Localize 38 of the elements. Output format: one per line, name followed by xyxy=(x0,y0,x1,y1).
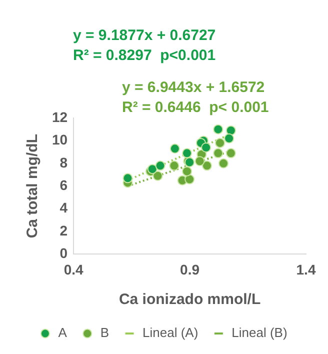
point xyxy=(182,166,192,176)
point xyxy=(215,138,225,148)
point xyxy=(170,144,180,154)
point xyxy=(152,170,163,181)
point xyxy=(194,156,205,166)
y-tick-label: 10 xyxy=(52,132,68,148)
legend-label: A xyxy=(58,325,68,340)
y-tick-label: 4 xyxy=(60,200,68,216)
point xyxy=(201,142,212,153)
point xyxy=(213,148,224,158)
x-axis-title: Ca ionizado mmol/L xyxy=(118,291,261,308)
text: y = 6.9443x + 1.6572 xyxy=(122,79,265,96)
y-tick-label: 2 xyxy=(60,222,68,238)
y-tick-label: 6 xyxy=(60,176,68,193)
y-axis-title: Ca total mg/dL xyxy=(24,134,42,238)
text: R² = 0.6446 p< 0.001 xyxy=(122,99,269,116)
point xyxy=(213,124,224,134)
point xyxy=(224,133,234,144)
x-tick-label: 1.4 xyxy=(296,261,316,278)
text: y = 9.1877x + 0.6727 xyxy=(73,27,216,44)
legend-label: Lineal (B) xyxy=(232,325,288,340)
point xyxy=(169,160,180,171)
y-tick-label: 0 xyxy=(60,245,68,262)
x-tick-label: 0.9 xyxy=(180,261,200,278)
text: R² = 0.8297 p<0.001 xyxy=(73,47,216,64)
point xyxy=(122,173,133,184)
y-tick-label: 8 xyxy=(60,154,68,170)
point xyxy=(226,125,236,136)
point xyxy=(184,174,195,184)
point xyxy=(182,148,192,158)
point xyxy=(226,148,236,158)
point xyxy=(202,160,212,171)
x-tick-label: 0.4 xyxy=(64,261,84,278)
point xyxy=(155,160,166,171)
legend-label: B xyxy=(100,325,110,340)
point xyxy=(218,158,228,168)
legend-label: Lineal (A) xyxy=(142,325,198,340)
y-tick-label: 12 xyxy=(52,108,68,125)
